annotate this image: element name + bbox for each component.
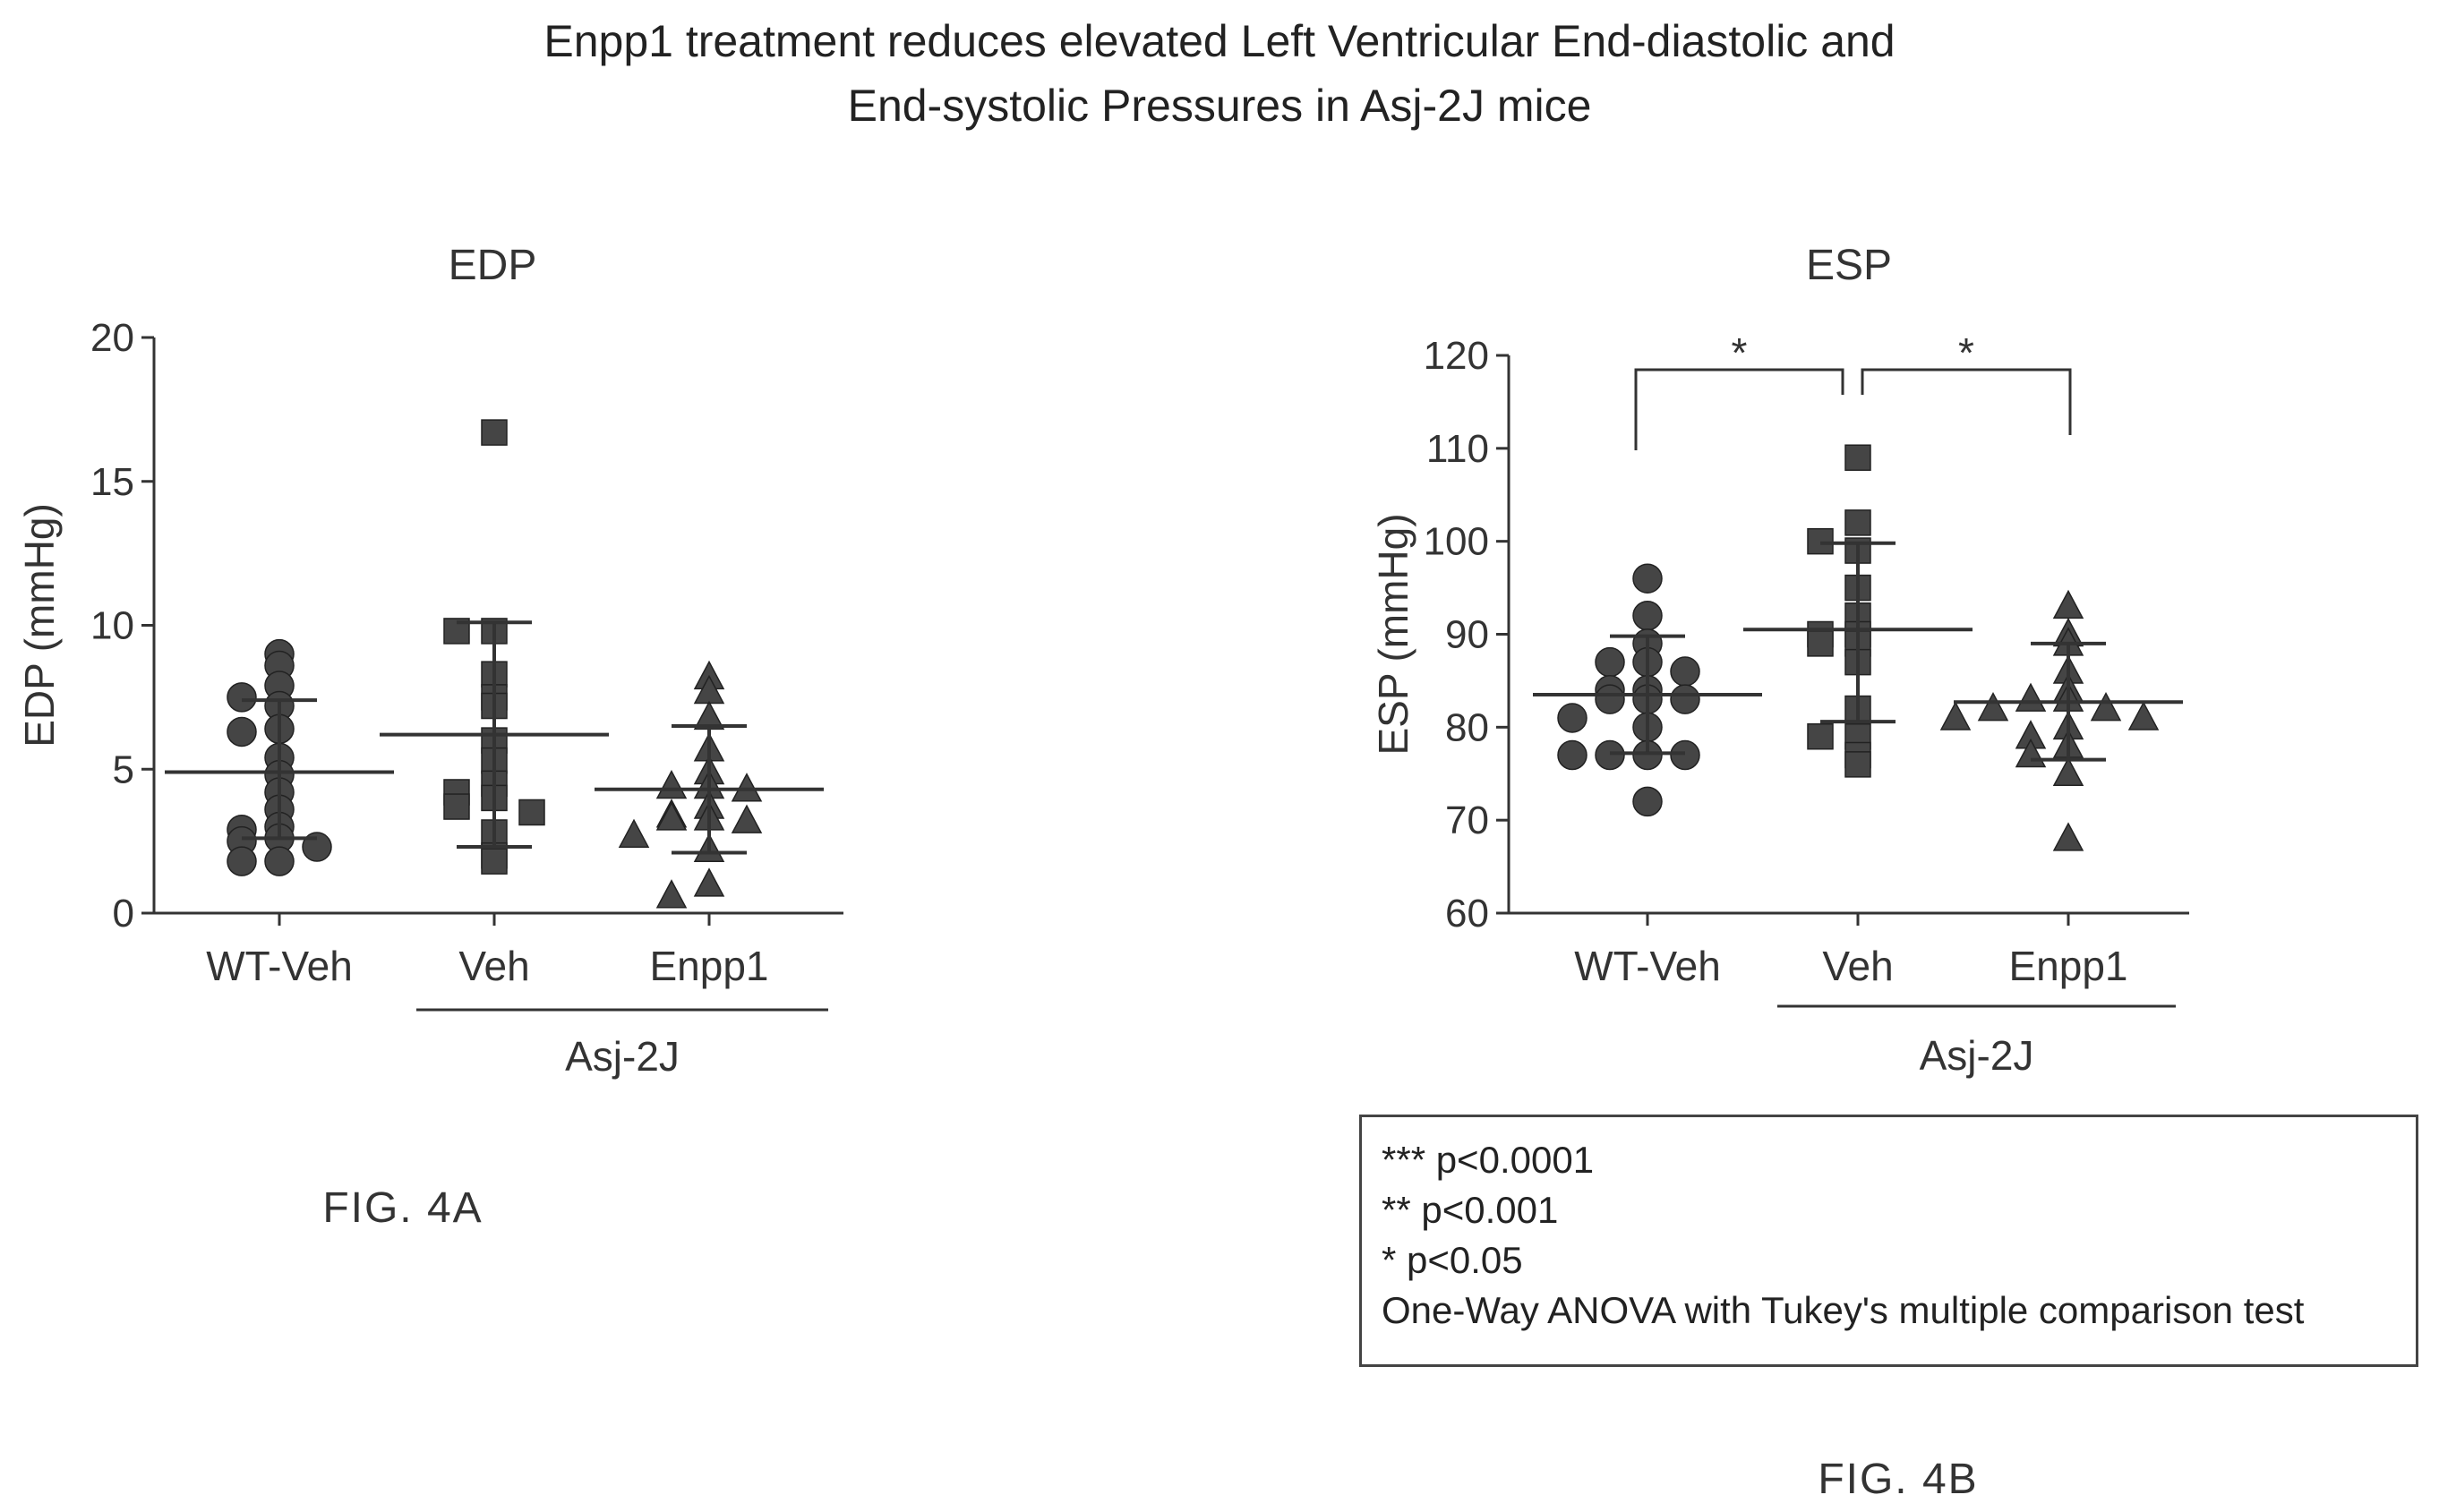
- data-point-triangle: [2052, 589, 2084, 619]
- legend-line-1: *** p<0.0001: [1382, 1139, 1595, 1181]
- figure-label: FIG. 4B: [1818, 1456, 1978, 1503]
- data-point-triangle: [1977, 691, 2009, 722]
- data-point-circle: [264, 846, 295, 876]
- y-tick-label: 0: [113, 892, 134, 935]
- y-tick-label: 60: [1445, 892, 1489, 935]
- data-point-square: [1844, 751, 1871, 778]
- data-point-square: [518, 799, 545, 826]
- statistics-legend: *** p<0.0001 ** p<0.001 * p<0.05 One-Way…: [1359, 1115, 2418, 1367]
- y-tick-label: 5: [113, 747, 134, 791]
- y-tick-label: 10: [90, 604, 134, 648]
- data-point-triangle: [618, 818, 650, 848]
- data-point-circle: [227, 716, 257, 747]
- significance-star: *: [1958, 329, 1974, 376]
- data-point-triangle: [1939, 701, 1972, 730]
- x-tick-label: WT-Veh: [1574, 943, 1721, 989]
- data-point-triangle: [2127, 701, 2160, 730]
- data-point-circle: [1632, 600, 1663, 631]
- x-tick-label: Enpp1: [2008, 943, 2127, 989]
- data-point-circle: [1557, 703, 1587, 733]
- data-point-square: [1807, 527, 1834, 555]
- group-label: Asj-2J: [565, 1033, 680, 1080]
- y-tick-label: 80: [1445, 705, 1489, 749]
- figure-label: FIG. 4A: [322, 1184, 483, 1232]
- data-point-triangle: [655, 801, 688, 831]
- significance-bracket: [1634, 368, 1844, 450]
- data-point-square: [1844, 444, 1871, 471]
- y-tick-label: 120: [1424, 334, 1489, 378]
- data-point-triangle: [2015, 682, 2047, 712]
- legend-line-3: * p<0.05: [1382, 1239, 1523, 1281]
- data-point-circle: [1595, 739, 1625, 771]
- data-point-square: [481, 419, 508, 446]
- legend-line-4: One-Way ANOVA with Tukey's multiple comp…: [1382, 1289, 2305, 1331]
- data-point-triangle: [655, 879, 688, 909]
- x-tick-label: Veh: [1822, 943, 1893, 989]
- data-point-square: [481, 848, 508, 875]
- panel-edp: EDP 0 5 10 15 20 EDP (mmHg) WT-Veh Veh Enpp1 Asj-2…: [16, 242, 843, 1232]
- data-point-circle: [1595, 684, 1625, 714]
- data-point-triangle: [731, 804, 763, 833]
- data-point-circle: [227, 682, 257, 713]
- data-point-square: [1807, 630, 1834, 657]
- data-point-circle: [1557, 739, 1587, 771]
- y-tick-label: 100: [1424, 520, 1489, 564]
- data-point-circle: [1670, 656, 1700, 687]
- data-point-circle: [227, 846, 257, 876]
- data-point-circle: [1670, 684, 1700, 714]
- x-tick-label: Enpp1: [649, 943, 768, 989]
- panel-title: ESP: [1806, 242, 1892, 289]
- data-point-circle: [1632, 563, 1663, 594]
- group-label: Asj-2J: [1920, 1032, 2034, 1079]
- significance-bracket: [1861, 368, 2072, 435]
- data-point-triangle: [655, 769, 688, 799]
- y-tick-label: 20: [90, 316, 134, 360]
- y-tick-label: 15: [90, 460, 134, 504]
- panel-title: EDP: [449, 242, 537, 289]
- data-point-circle: [1595, 646, 1625, 678]
- x-tick-label: WT-Veh: [206, 943, 353, 989]
- legend-line-2: ** p<0.001: [1382, 1189, 1559, 1231]
- y-axis-title: EDP (mmHg): [16, 503, 63, 747]
- y-axis-title: ESP (mmHg): [1370, 513, 1416, 755]
- main-title: Enpp1 treatment reduces elevated Left Ve…: [0, 9, 2439, 138]
- data-point-square: [1807, 722, 1834, 750]
- x-tick-label: Veh: [458, 943, 529, 989]
- y-tick-label: 90: [1445, 613, 1489, 657]
- main-title-line-2: End-systolic Pressures in Asj-2J mice: [847, 81, 1592, 131]
- data-point-triangle: [2052, 756, 2084, 786]
- y-tick-label: 110: [1426, 427, 1489, 471]
- data-point-circle: [1632, 786, 1663, 817]
- data-point-triangle: [2090, 691, 2122, 722]
- main-title-line-1: Enpp1 treatment reduces elevated Left Ve…: [543, 16, 1896, 66]
- data-point-square: [1844, 509, 1871, 536]
- data-point-triangle: [2052, 822, 2084, 851]
- data-point-triangle: [693, 867, 725, 897]
- y-tick-label: 70: [1445, 799, 1489, 842]
- significance-star: *: [1732, 329, 1748, 376]
- data-point-circle: [1670, 739, 1700, 771]
- data-point-square: [443, 793, 470, 820]
- panel-esp: ESP 60 70 80 90 100 110 120 ESP (mmHg) WT-Veh Veh E…: [1370, 242, 2189, 1503]
